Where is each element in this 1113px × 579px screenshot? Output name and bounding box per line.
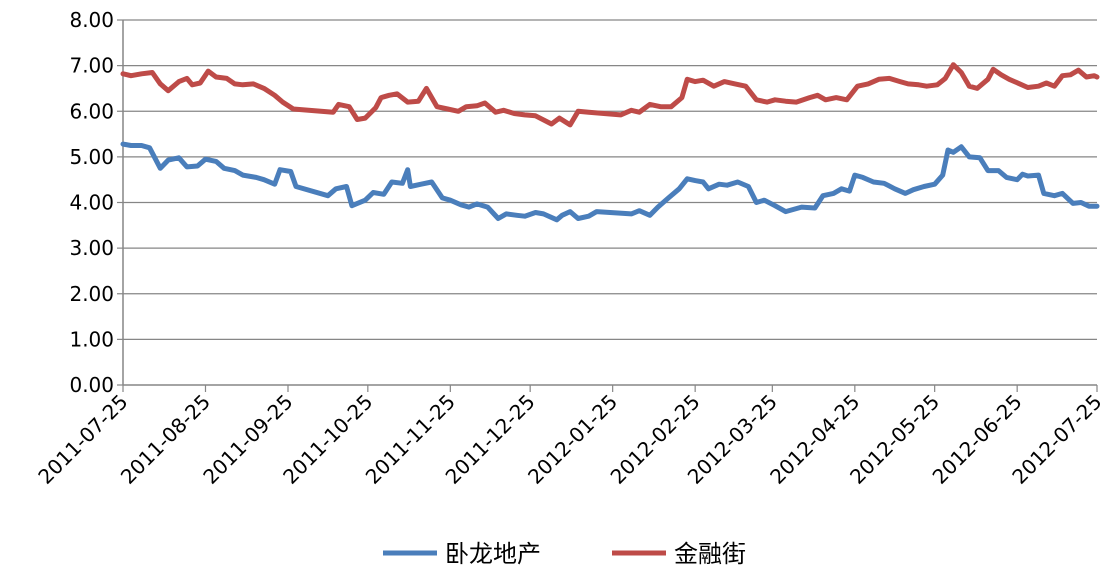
series-line-2 [120, 62, 1100, 128]
y-tick-label: 3.00 [69, 236, 114, 260]
y-tick-label: 5.00 [69, 145, 114, 169]
legend: 卧龙地产 金融街 [383, 540, 746, 568]
legend-label: 卧龙地产 [445, 540, 541, 568]
series-lines [120, 62, 1100, 223]
y-tick-label: 0.00 [69, 373, 114, 397]
y-tick-label: 1.00 [69, 327, 114, 351]
series-line-1 [120, 141, 1100, 223]
x-axis-tick-labels: 2011-07-252011-08-252011-09-252011-10-25… [33, 390, 1106, 489]
y-tick-label: 6.00 [69, 99, 114, 123]
axes [117, 19, 1098, 392]
y-tick-label: 2.00 [69, 282, 114, 306]
legend-label: 金融街 [674, 540, 746, 568]
gridlines [123, 19, 1097, 340]
y-axis-tick-labels: 0.00 1.00 2.00 3.00 4.00 5.00 6.00 7.00 8.00 [69, 8, 114, 397]
y-tick-label: 8.00 [69, 8, 114, 32]
y-tick-label: 7.00 [69, 54, 114, 78]
y-tick-label: 4.00 [69, 191, 114, 215]
